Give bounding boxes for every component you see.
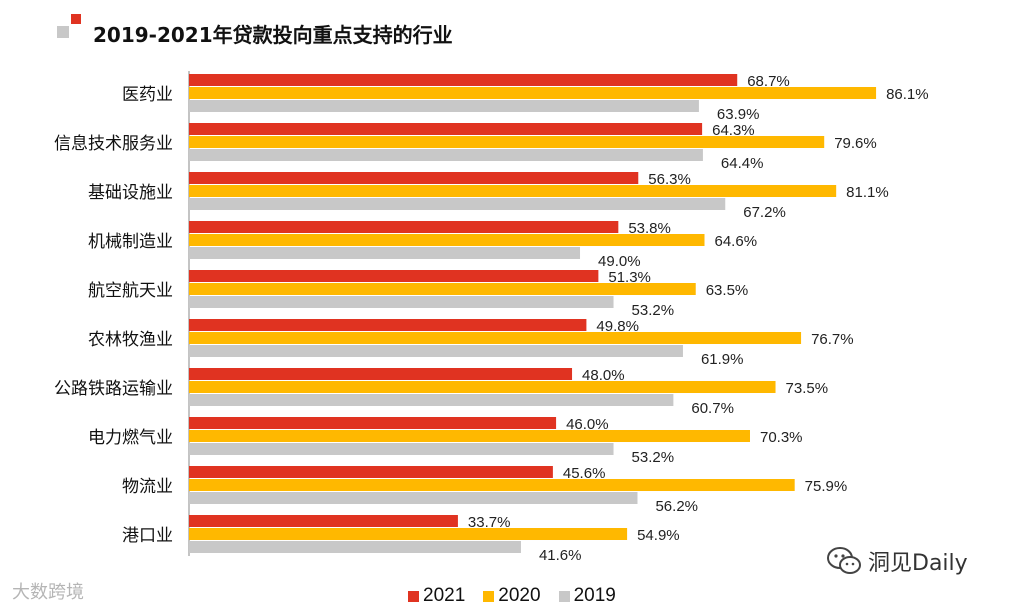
category-label: 农林牧渔业 bbox=[88, 330, 173, 350]
data-label-2019: 60.7% bbox=[691, 400, 734, 417]
data-label-2021: 33.7% bbox=[468, 514, 511, 531]
data-label-2020: 63.5% bbox=[706, 282, 749, 299]
watermark-left: 大数跨境 bbox=[12, 582, 84, 603]
data-label-2019: 49.0% bbox=[598, 253, 641, 270]
data-label-2020: 79.6% bbox=[834, 135, 877, 152]
data-label-2021: 53.8% bbox=[628, 220, 671, 237]
bar-2021 bbox=[189, 172, 639, 184]
bar-2020 bbox=[189, 430, 750, 442]
title-logo-icon bbox=[57, 14, 83, 40]
category-label: 医药业 bbox=[122, 85, 173, 105]
bar-2019 bbox=[189, 394, 674, 406]
watermark-right: 洞见Daily bbox=[826, 545, 968, 577]
bar-2020 bbox=[189, 528, 628, 540]
legend-label-2019: 2019 bbox=[573, 585, 616, 606]
bar-2019 bbox=[189, 149, 703, 161]
chart-title: 2019-2021年贷款投向重点支持的行业 bbox=[93, 23, 453, 47]
data-label-2019: 53.2% bbox=[632, 449, 675, 466]
data-label-2021: 49.8% bbox=[596, 318, 639, 335]
data-label-2021: 64.3% bbox=[712, 122, 755, 139]
data-label-2020: 73.5% bbox=[786, 380, 829, 397]
data-label-2019: 41.6% bbox=[539, 547, 582, 564]
legend: 2021 2020 2019 bbox=[408, 585, 616, 607]
bar-2019 bbox=[189, 247, 581, 259]
data-label-2020: 70.3% bbox=[760, 429, 803, 446]
bar-2021 bbox=[189, 417, 557, 429]
data-label-2019: 63.9% bbox=[717, 106, 760, 123]
data-label-2020: 54.9% bbox=[637, 527, 680, 544]
category-label: 航空航天业 bbox=[88, 281, 173, 301]
category-label: 公路铁路运输业 bbox=[54, 379, 173, 399]
bar-2019 bbox=[189, 443, 614, 455]
bar-2019 bbox=[189, 100, 699, 112]
legend-item-2019: 2019 bbox=[558, 585, 616, 607]
bar-2019 bbox=[189, 541, 521, 553]
data-label-2019: 53.2% bbox=[632, 302, 675, 319]
bar-2020 bbox=[189, 234, 705, 246]
data-label-2019: 61.9% bbox=[701, 351, 744, 368]
category-label: 信息技术服务业 bbox=[54, 134, 173, 154]
data-label-2021: 48.0% bbox=[582, 367, 625, 384]
bar-2020 bbox=[189, 185, 837, 197]
bar-2019 bbox=[189, 492, 638, 504]
bar-2021 bbox=[189, 319, 587, 331]
data-label-2021: 45.6% bbox=[563, 465, 606, 482]
data-label-2020: 86.1% bbox=[886, 86, 929, 103]
legend-label-2021: 2021 bbox=[423, 585, 466, 606]
category-label: 电力燃气业 bbox=[88, 428, 173, 448]
data-label-2021: 68.7% bbox=[747, 73, 790, 90]
bar-2019 bbox=[189, 198, 726, 210]
data-label-2020: 75.9% bbox=[805, 478, 848, 495]
bar-2021 bbox=[189, 515, 458, 527]
data-label-2021: 46.0% bbox=[566, 416, 609, 433]
data-label-2020: 76.7% bbox=[811, 331, 854, 348]
bar-2021 bbox=[189, 466, 553, 478]
bar-2020 bbox=[189, 136, 825, 148]
bar-2020 bbox=[189, 381, 776, 393]
data-label-2021: 56.3% bbox=[648, 171, 691, 188]
category-label: 基础设施业 bbox=[88, 183, 173, 203]
wechat-icon bbox=[827, 547, 861, 574]
bar-2019 bbox=[189, 296, 614, 308]
watermark-right-text: 洞见Daily bbox=[868, 551, 968, 576]
bar-2021 bbox=[189, 221, 619, 233]
bar-2021 bbox=[189, 74, 738, 86]
data-label-2020: 81.1% bbox=[846, 184, 889, 201]
legend-swatch-2020 bbox=[483, 590, 495, 602]
bar-2020 bbox=[189, 87, 877, 99]
data-label-2019: 67.2% bbox=[743, 204, 786, 221]
legend-item-2020: 2020 bbox=[483, 585, 541, 607]
legend-label-2020: 2020 bbox=[498, 585, 541, 606]
data-label-2021: 51.3% bbox=[608, 269, 651, 286]
bar-2020 bbox=[189, 479, 795, 491]
data-label-2019: 56.2% bbox=[655, 498, 698, 515]
legend-swatch-2021 bbox=[408, 590, 419, 602]
bar-2021 bbox=[189, 270, 599, 282]
bar-2020 bbox=[189, 332, 802, 344]
bar-2021 bbox=[189, 368, 573, 380]
legend-swatch-2019 bbox=[558, 590, 570, 602]
legend-item-2021: 2021 bbox=[408, 585, 465, 607]
category-label: 港口业 bbox=[122, 526, 173, 546]
bar-2021 bbox=[189, 123, 703, 135]
bar-2019 bbox=[189, 345, 683, 357]
category-label: 物流业 bbox=[122, 477, 173, 497]
bar-2020 bbox=[189, 283, 696, 295]
category-label: 机械制造业 bbox=[88, 232, 173, 252]
data-label-2019: 64.4% bbox=[721, 155, 764, 172]
data-label-2020: 64.6% bbox=[715, 233, 758, 250]
